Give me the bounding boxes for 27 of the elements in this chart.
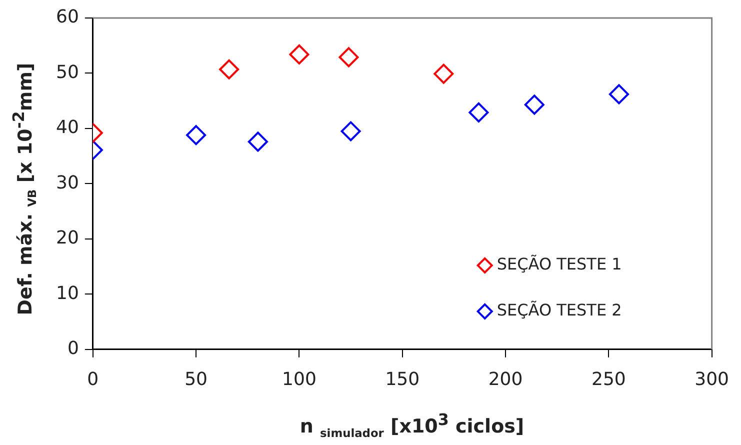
point <box>468 102 489 122</box>
x-tick-label: 300 <box>694 368 729 390</box>
x-tick-label: 100 <box>282 368 316 390</box>
y-tick-label: 40 <box>56 117 79 138</box>
point <box>340 121 361 142</box>
point <box>219 59 240 80</box>
point <box>186 125 206 146</box>
point <box>524 94 544 115</box>
y-tick-label: 10 <box>56 282 79 304</box>
legend-label: SEÇÃO TESTE 2 <box>496 300 622 320</box>
x-tick-label: 150 <box>385 368 420 390</box>
point <box>608 84 629 104</box>
y-tick-label: 0 <box>67 338 79 360</box>
x-axis-title: n $_{simulador}$ [x10$^{3}$ ciclos] <box>298 410 526 440</box>
y-tick-label: 20 <box>56 228 79 249</box>
point <box>338 47 359 68</box>
point <box>434 64 454 84</box>
x-tick-label: 50 <box>184 368 208 390</box>
point <box>289 44 310 64</box>
x-tick-label: 200 <box>488 368 523 390</box>
x-tick-label: 0 <box>87 368 99 390</box>
x-tick-label: 250 <box>591 368 626 390</box>
y-tick-label: 30 <box>56 172 79 194</box>
point <box>248 132 268 152</box>
legend-label: SEÇÃO TESTE 1 <box>496 254 622 274</box>
y-tick-label: 60 <box>56 6 79 28</box>
y-tick-label: 50 <box>56 62 79 83</box>
